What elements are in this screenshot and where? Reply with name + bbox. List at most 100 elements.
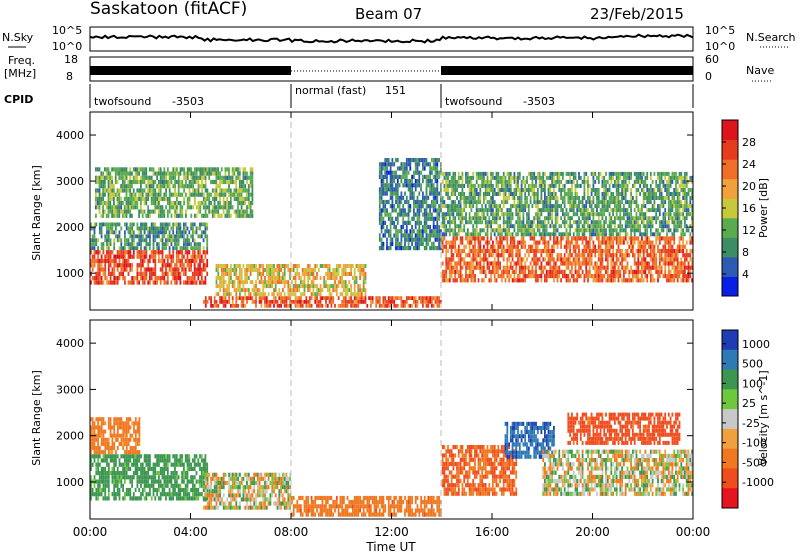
power-cell	[100, 246, 103, 251]
power-cell	[563, 269, 566, 274]
power-cell	[152, 254, 155, 259]
power-cell	[238, 175, 241, 180]
power-cell	[551, 248, 553, 254]
power-cell	[493, 274, 496, 279]
power-cell	[353, 268, 356, 272]
power-cell	[416, 162, 419, 167]
power-cell	[260, 272, 263, 276]
power-cell	[569, 179, 571, 184]
power-cell	[145, 234, 148, 239]
power-cell	[556, 236, 559, 241]
power-cell	[590, 253, 593, 258]
power-cell	[264, 292, 266, 297]
power-cell	[477, 196, 480, 200]
power-cell	[432, 191, 435, 196]
power-cell	[576, 240, 579, 245]
power-cell	[391, 158, 394, 163]
power-cell	[211, 188, 214, 193]
power-cell	[517, 228, 519, 233]
power-cell	[154, 188, 157, 193]
power-cell	[145, 250, 148, 255]
power-cell	[691, 261, 693, 266]
power-cell	[544, 224, 546, 229]
power-cell	[509, 220, 512, 225]
power-cell	[386, 191, 388, 196]
power-cell	[457, 232, 460, 237]
power-cell	[317, 288, 320, 293]
noise-left-tick-bottom: 10^0	[52, 40, 82, 53]
power-cell	[255, 280, 257, 285]
power-cell	[499, 224, 501, 229]
power-cell	[398, 204, 401, 209]
power-cell	[145, 222, 148, 227]
power-cell	[454, 192, 457, 196]
power-cell	[192, 188, 194, 193]
power-cell	[396, 241, 399, 246]
power-cell	[610, 220, 613, 225]
power-cell	[483, 196, 485, 200]
power-cell	[655, 257, 658, 262]
power-cell	[210, 201, 212, 206]
power-cell	[560, 261, 562, 266]
power-cell	[651, 244, 654, 249]
power-cell	[364, 296, 367, 300]
power-cell	[183, 238, 185, 243]
power-cell	[454, 265, 457, 270]
power-cell	[240, 179, 243, 185]
power-cell	[472, 244, 475, 249]
power-cell	[199, 175, 202, 180]
power-cell	[448, 196, 451, 200]
power-cell	[387, 233, 390, 238]
power-cell	[538, 228, 541, 233]
power-cell	[431, 191, 433, 196]
power-cell	[149, 192, 151, 197]
power-cell	[190, 179, 193, 185]
power-cell	[149, 230, 151, 235]
power-cell	[542, 208, 545, 213]
power-cell	[255, 268, 257, 272]
power-cell	[107, 246, 110, 251]
power-cell	[477, 171, 480, 176]
power-cell	[125, 209, 128, 214]
power-cell	[140, 238, 142, 243]
power-cell	[474, 212, 476, 217]
power-cell	[380, 212, 383, 217]
power-cell	[172, 271, 175, 276]
power-cell	[612, 244, 614, 249]
power-cell	[292, 276, 295, 280]
power-cell	[244, 209, 247, 214]
power-cell	[608, 196, 611, 200]
power-cell	[163, 167, 166, 172]
power-cell	[450, 208, 453, 213]
power-cell	[235, 268, 238, 272]
power-cell	[240, 296, 243, 300]
power-cell	[418, 216, 421, 221]
power-cell	[506, 232, 509, 237]
power-cell	[583, 257, 586, 262]
power-cell	[470, 220, 473, 225]
power-cell	[513, 192, 516, 196]
power-cell	[529, 248, 532, 254]
power-cell	[518, 224, 521, 229]
power-cell	[200, 280, 203, 285]
power-cell	[220, 213, 223, 218]
power-cell	[463, 278, 466, 283]
power-cell	[224, 171, 227, 176]
power-cell	[669, 274, 672, 279]
power-cell	[204, 188, 207, 193]
power-cell	[181, 263, 183, 268]
power-cell	[571, 196, 573, 200]
power-cell	[161, 242, 164, 247]
power-cell	[215, 209, 218, 214]
power-cell	[522, 224, 525, 229]
power-cell	[355, 276, 358, 280]
power-cell	[343, 264, 345, 268]
power-cell	[244, 196, 247, 201]
power-cell	[524, 192, 527, 196]
power-cell	[228, 288, 230, 293]
power-cell	[420, 220, 422, 225]
power-cell	[132, 201, 135, 206]
power-cell	[287, 284, 290, 289]
power-cell	[540, 265, 543, 270]
power-cell	[560, 278, 562, 283]
